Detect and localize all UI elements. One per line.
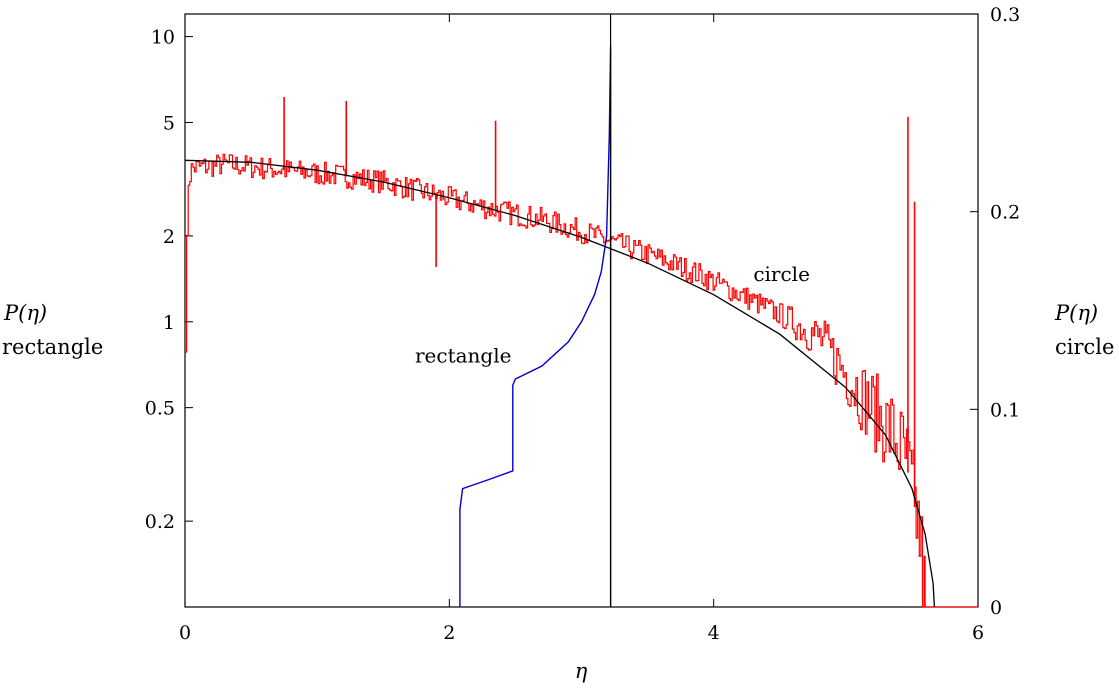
- right-y-axis-sublabel: circle: [1055, 335, 1114, 359]
- series-group: [184, 14, 978, 608]
- x-tick-label: 4: [708, 622, 720, 644]
- series-line-circle-fit: [184, 159, 936, 608]
- left-y-tick-label: 2: [163, 226, 175, 248]
- x-tick-label: 0: [179, 622, 191, 644]
- annotations: circle rectangle: [415, 262, 810, 368]
- plot-frame: [184, 13, 979, 608]
- x-axis-label: η: [575, 659, 588, 683]
- left-y-axis-sublabel: rectangle: [2, 335, 103, 359]
- series-line-rectangle: [459, 45, 612, 607]
- axis-ticks: 0 2 4 6 0.2 0.5 1 2 5 10 0 0.1 0.2 0.3: [145, 4, 1020, 644]
- right-y-axis-label: P(η): [1054, 301, 1098, 325]
- right-y-tick-label: 0: [990, 597, 1002, 619]
- annotation-label: rectangle: [415, 343, 511, 367]
- left-y-axis-label: P(η): [3, 301, 47, 325]
- x-tick-label: 6: [972, 622, 984, 644]
- annotation-label: circle: [753, 262, 810, 286]
- series-line-circle-histogram: [185, 153, 978, 608]
- left-y-tick-label: 0.2: [145, 511, 175, 533]
- x-tick-label: 2: [443, 622, 455, 644]
- left-y-tick-label: 5: [163, 112, 175, 134]
- left-y-tick-label: 10: [151, 27, 175, 49]
- left-y-tick-label: 0.5: [145, 398, 175, 420]
- left-y-tick-label: 1: [163, 312, 175, 334]
- right-y-tick-label: 0.2: [990, 202, 1020, 224]
- right-y-tick-label: 0.3: [990, 4, 1020, 26]
- axis-labels: η P(η) rectangle P(η) circle: [2, 301, 1114, 683]
- right-y-tick-label: 0.1: [990, 399, 1020, 421]
